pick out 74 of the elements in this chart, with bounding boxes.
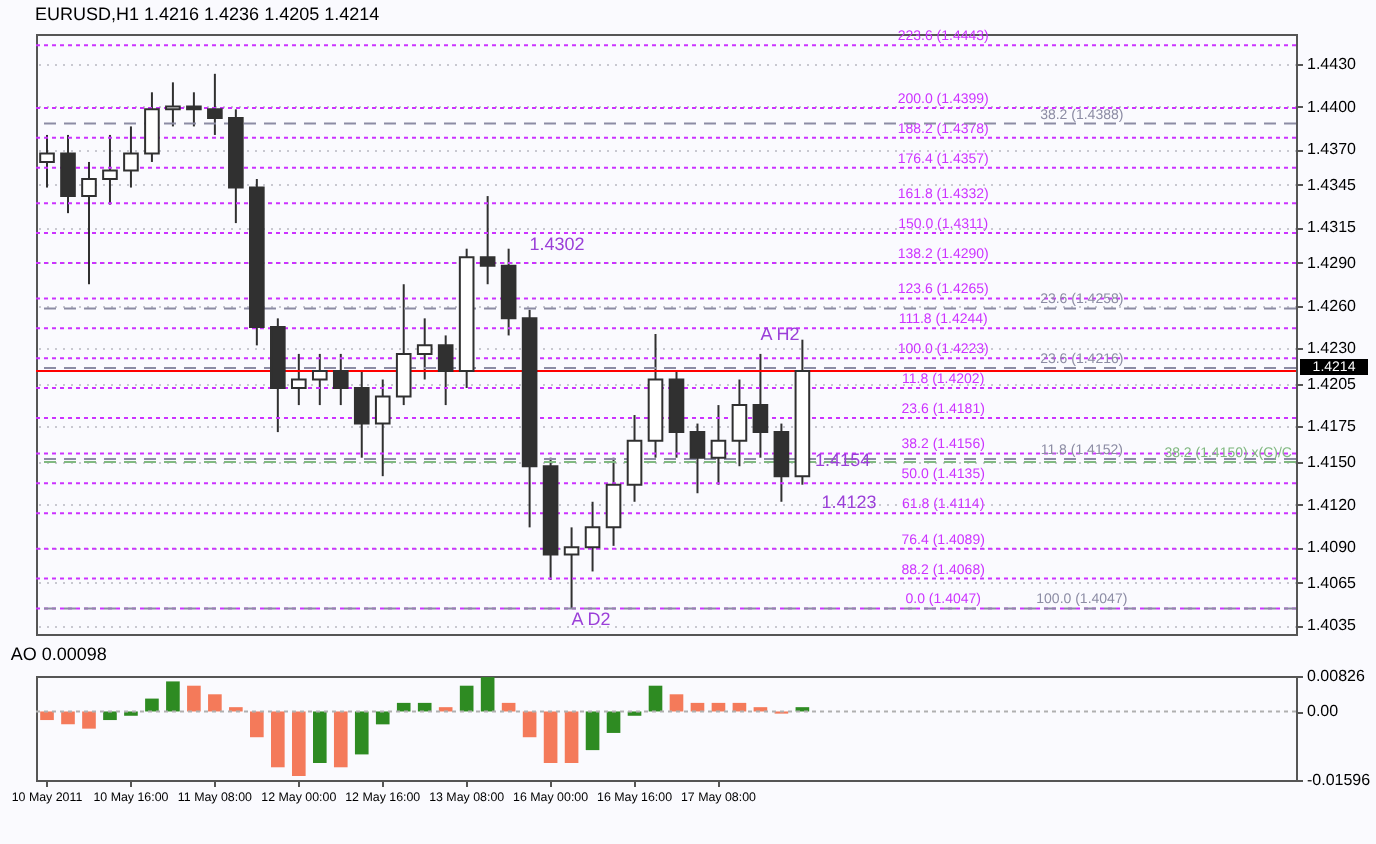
bar xyxy=(250,711,264,738)
candlestick xyxy=(416,317,433,381)
y-tick-label: 1.4290 xyxy=(1307,253,1358,272)
y-tick-label: 1.4400 xyxy=(1307,97,1358,116)
annotation: A D2 xyxy=(571,609,611,629)
candlestick xyxy=(584,500,601,573)
candlestick xyxy=(353,369,370,459)
y-tick-label: 0.00826 xyxy=(1307,667,1366,685)
bar xyxy=(648,685,663,712)
bar xyxy=(312,711,327,763)
bar xyxy=(459,685,474,712)
bar xyxy=(208,694,222,712)
candlestick xyxy=(395,283,412,407)
candlestick xyxy=(60,133,76,215)
y-tick-label: 1.4315 xyxy=(1307,218,1358,237)
candlestick xyxy=(752,352,769,459)
bar xyxy=(333,711,348,768)
candlestick xyxy=(605,456,622,547)
y-tick-label: 0.00 xyxy=(1307,702,1340,721)
y-tick-label: -0.01596 xyxy=(1307,771,1372,789)
annotation: A H2 xyxy=(760,324,800,344)
candlestick xyxy=(290,352,307,407)
y-tick-label: 1.4260 xyxy=(1307,296,1358,315)
bar xyxy=(354,711,369,755)
bar xyxy=(103,711,117,721)
candlestick xyxy=(102,133,118,206)
y-tick-label: 1.4230 xyxy=(1307,339,1358,358)
bar xyxy=(82,711,96,729)
candlestick xyxy=(626,414,643,503)
chart-title: AO 0.00098 xyxy=(10,644,107,664)
candlestick xyxy=(563,526,580,610)
bar xyxy=(585,711,600,751)
candlestick xyxy=(144,91,160,163)
candlestick xyxy=(437,334,454,407)
bar xyxy=(480,677,495,712)
candlestick xyxy=(207,72,223,136)
bar xyxy=(375,711,390,725)
candlestick xyxy=(123,125,139,189)
y-tick-label: 1.4345 xyxy=(1307,175,1358,194)
bar xyxy=(669,694,684,712)
y-tick-label: 1.4370 xyxy=(1307,140,1358,159)
annotation: 1.4123 xyxy=(821,492,877,512)
bar xyxy=(40,711,54,721)
bar xyxy=(271,711,285,768)
y-tick-label: 1.4090 xyxy=(1307,538,1358,557)
bar xyxy=(166,681,180,712)
y-tick-label: 1.4175 xyxy=(1307,417,1358,436)
bar xyxy=(606,711,621,733)
bar xyxy=(187,685,201,712)
annotation: 1.4302 xyxy=(529,234,585,254)
bar xyxy=(564,711,579,763)
bar xyxy=(145,698,159,712)
y-tick-label: 1.4150 xyxy=(1307,452,1358,471)
candlestick xyxy=(731,378,748,468)
candlestick xyxy=(773,422,790,503)
bar xyxy=(61,711,75,725)
y-tick-label: 1.4120 xyxy=(1307,495,1358,514)
candlestick xyxy=(374,378,391,478)
annotation: 1.4154 xyxy=(815,450,871,470)
y-tick-label: 1.4430 xyxy=(1307,54,1358,73)
candlestick xyxy=(81,160,97,286)
y-tick-label: 1.4065 xyxy=(1307,573,1358,592)
candlestick xyxy=(311,352,328,407)
bar xyxy=(543,711,558,763)
candlestick xyxy=(710,404,727,486)
bar xyxy=(522,711,537,738)
candlestick xyxy=(39,133,55,189)
candlestick xyxy=(479,195,496,286)
y-tick-label: 1.4035 xyxy=(1307,616,1358,635)
bar xyxy=(291,711,306,776)
candlestick xyxy=(689,422,706,495)
y-tick-label: 1.4205 xyxy=(1307,374,1358,393)
candlestick xyxy=(332,352,349,407)
chart-title: EURUSD,H1 1.4216 1.4236 1.4205 1.4214 xyxy=(35,4,380,25)
